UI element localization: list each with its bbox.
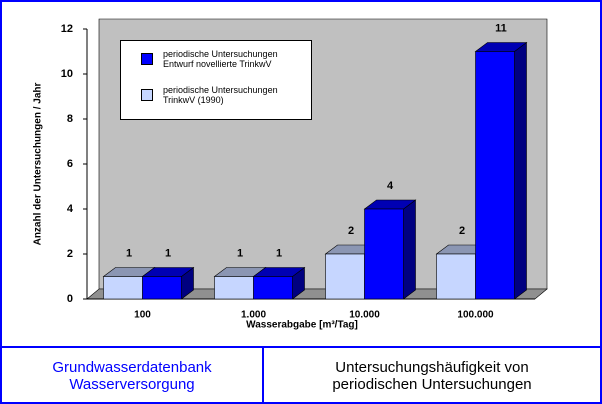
bar: [436, 253, 476, 300]
x-axis-label: Wasserabgabe [m³/Tag]: [246, 320, 358, 331]
y-tick-label: 0: [67, 293, 73, 305]
footer: Grundwasserdatenbank Wasserversorgung Un…: [2, 346, 600, 402]
data-label: 1: [126, 247, 132, 259]
x-tick-label: 10.000: [349, 310, 380, 321]
data-label: 4: [387, 180, 394, 192]
data-label: 1: [165, 247, 171, 259]
y-tick-label: 12: [61, 23, 73, 35]
bar: [364, 208, 404, 300]
bar: [214, 276, 254, 300]
bar: [475, 51, 515, 300]
y-tick-label: 2: [67, 248, 73, 260]
y-axis-label: Anzahl der Untersuchungen / Jahr: [33, 82, 44, 245]
legend-swatch: [141, 53, 153, 65]
legend-label: periodische Untersuchungen Entwurf novel…: [163, 49, 278, 69]
y-tick-label: 4: [67, 203, 74, 215]
y-tick-label: 8: [67, 113, 73, 125]
y-tick-label: 10: [61, 68, 73, 80]
bar: [253, 276, 293, 300]
data-label: 1: [237, 247, 243, 259]
bar-side: [514, 41, 527, 300]
data-label: 2: [348, 225, 354, 237]
data-label: 11: [495, 22, 507, 34]
legend-swatch: [141, 89, 153, 101]
y-tick-label: 6: [67, 158, 73, 170]
data-label: 2: [459, 225, 465, 237]
bar: [142, 276, 182, 300]
data-label: 1: [276, 247, 282, 259]
bar: [103, 276, 143, 300]
x-tick-label: 100.000: [457, 310, 494, 321]
bar: [325, 253, 365, 300]
footer-left: Grundwasserdatenbank Wasserversorgung: [2, 348, 264, 402]
x-tick-label: 1.000: [241, 310, 266, 321]
legend-item: periodische Untersuchungen TrinkwV (1990…: [141, 85, 306, 105]
x-tick-label: 100: [134, 310, 151, 321]
bar-side: [403, 199, 416, 300]
legend-label: periodische Untersuchungen TrinkwV (1990…: [163, 85, 278, 105]
legend: periodische Untersuchungen Entwurf novel…: [120, 40, 312, 120]
legend-item: periodische Untersuchungen Entwurf novel…: [141, 49, 306, 69]
footer-right: Untersuchungshäufigkeit von periodischen…: [332, 359, 532, 393]
